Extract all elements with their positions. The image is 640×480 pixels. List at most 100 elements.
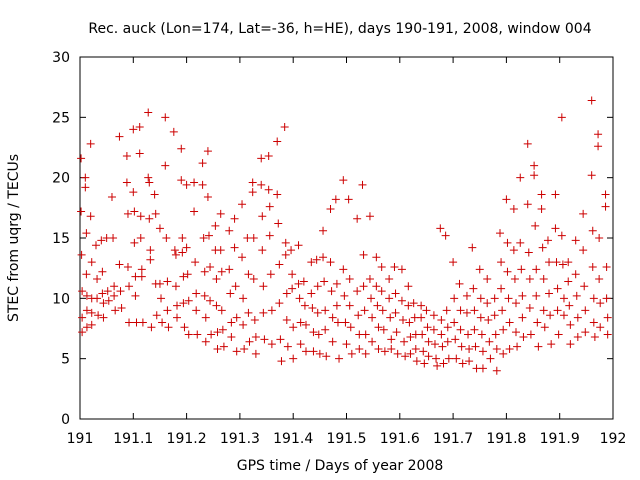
data-point xyxy=(281,238,290,247)
data-point xyxy=(519,332,528,341)
y-tick-label: 5 xyxy=(61,352,70,368)
data-point xyxy=(282,316,291,325)
data-point xyxy=(109,234,118,242)
data-point xyxy=(312,255,321,264)
data-point xyxy=(217,306,226,315)
data-point xyxy=(397,265,406,274)
data-point xyxy=(91,241,100,250)
data-point xyxy=(93,275,102,284)
data-point xyxy=(365,212,374,221)
data-point xyxy=(579,246,588,255)
data-point xyxy=(178,234,187,242)
x-tick-label: 191.6 xyxy=(380,431,420,447)
data-point xyxy=(331,195,340,204)
data-point xyxy=(517,265,526,274)
data-point xyxy=(398,316,407,325)
data-point xyxy=(587,96,596,105)
data-point xyxy=(287,246,296,255)
data-point xyxy=(239,320,248,329)
data-point xyxy=(81,183,90,192)
data-point xyxy=(201,337,210,346)
data-point xyxy=(283,342,292,351)
data-point xyxy=(147,323,156,332)
data-point xyxy=(553,284,562,293)
data-point xyxy=(294,241,303,250)
data-point xyxy=(94,311,103,320)
data-point xyxy=(182,243,191,252)
data-point xyxy=(313,308,322,317)
data-point xyxy=(192,289,201,298)
data-point xyxy=(163,306,172,315)
data-point xyxy=(470,325,479,334)
data-point xyxy=(359,282,368,291)
data-point xyxy=(78,313,87,322)
data-point xyxy=(274,219,283,228)
data-point xyxy=(377,287,386,296)
data-point xyxy=(184,330,193,339)
data-point xyxy=(259,308,268,317)
data-point xyxy=(125,318,134,327)
data-point xyxy=(596,323,605,332)
data-point xyxy=(265,231,274,240)
data-point xyxy=(163,277,172,286)
data-point xyxy=(478,364,487,373)
data-point xyxy=(534,342,543,351)
data-point xyxy=(510,275,519,284)
data-point xyxy=(184,296,193,305)
data-point xyxy=(530,161,539,170)
data-point xyxy=(211,221,220,230)
data-point xyxy=(200,267,209,276)
data-point xyxy=(470,306,479,315)
data-point xyxy=(537,190,546,199)
data-point xyxy=(405,318,414,327)
data-point xyxy=(130,238,139,247)
data-point xyxy=(191,258,200,267)
data-point xyxy=(93,294,102,303)
data-point xyxy=(572,291,581,300)
data-point xyxy=(498,306,507,315)
data-point xyxy=(397,296,406,305)
data-point xyxy=(138,318,147,327)
data-point xyxy=(559,294,568,303)
data-point xyxy=(503,267,512,276)
data-point xyxy=(433,361,442,370)
data-point xyxy=(422,306,431,315)
data-point xyxy=(579,209,588,218)
data-point xyxy=(490,311,499,320)
data-point xyxy=(275,260,284,269)
data-point xyxy=(361,330,370,339)
plot-frame xyxy=(79,56,614,420)
data-point xyxy=(513,342,522,351)
data-point xyxy=(155,279,164,288)
data-point xyxy=(225,265,234,274)
data-point xyxy=(152,311,161,320)
data-point xyxy=(537,205,546,214)
data-point xyxy=(239,294,248,303)
data-point xyxy=(491,330,500,339)
data-point xyxy=(203,192,212,201)
data-point xyxy=(87,308,96,317)
data-point xyxy=(281,250,290,259)
data-point xyxy=(530,171,539,180)
data-point xyxy=(424,352,433,361)
data-point xyxy=(558,260,567,269)
data-point xyxy=(443,337,452,346)
data-point xyxy=(190,178,199,187)
data-point xyxy=(419,347,428,356)
data-point xyxy=(545,289,554,298)
data-point xyxy=(204,231,213,240)
data-point xyxy=(554,330,563,339)
data-point xyxy=(429,325,438,334)
data-point xyxy=(216,209,225,218)
data-point xyxy=(441,231,450,240)
data-point xyxy=(135,122,144,131)
data-point xyxy=(77,207,86,216)
data-point xyxy=(524,248,533,257)
data-point xyxy=(146,246,155,255)
data-point xyxy=(264,151,273,160)
data-point xyxy=(82,323,91,332)
data-point xyxy=(595,275,604,284)
data-point xyxy=(373,301,382,310)
data-point xyxy=(146,255,155,264)
data-point xyxy=(99,299,108,308)
